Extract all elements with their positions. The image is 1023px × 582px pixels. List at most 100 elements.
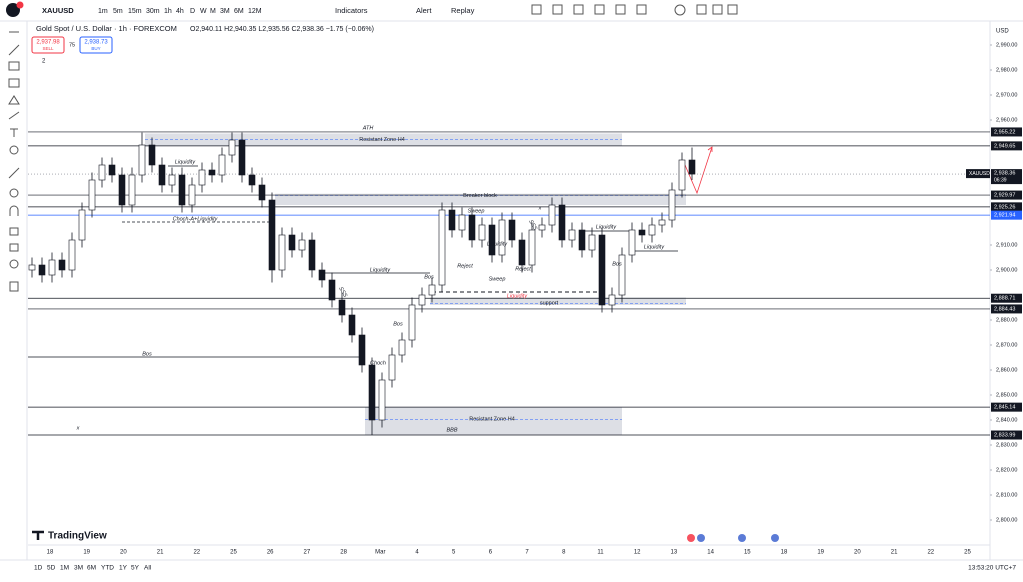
interval-button[interactable]: 1h [164, 8, 172, 15]
candle-body [188, 184, 196, 206]
indicators-button[interactable]: Indicators [335, 6, 368, 15]
candle-body [398, 339, 406, 356]
tool-icon[interactable] [8, 167, 20, 179]
zone [430, 297, 686, 305]
tool-icon[interactable] [636, 4, 647, 15]
candle-body [88, 179, 96, 211]
tool-icon[interactable] [8, 95, 20, 105]
last-price-tag [991, 169, 1022, 185]
x-tick-label: 19 [83, 550, 90, 556]
tool-icon[interactable] [9, 259, 19, 269]
tool-icon[interactable] [615, 4, 626, 15]
range-button[interactable]: 1M [60, 565, 69, 572]
range-button[interactable]: 3M [74, 565, 83, 572]
interval-button[interactable]: 4h [176, 8, 184, 15]
event-icon[interactable] [687, 534, 695, 542]
annotation: Liquidity [644, 244, 665, 250]
tool-icon[interactable] [9, 145, 19, 155]
candle-body [468, 214, 476, 241]
avatar[interactable] [6, 3, 20, 17]
tool-icon[interactable] [9, 243, 19, 252]
interval-button[interactable]: W [200, 8, 207, 15]
candle-body [458, 214, 466, 231]
y-tick-label: 2,980.00 [996, 67, 1017, 73]
annotation: Liquidity [596, 224, 617, 230]
tool-icon[interactable] [8, 61, 20, 71]
annotation: x [538, 205, 542, 211]
tool-icon[interactable] [594, 4, 605, 15]
tool-icon[interactable] [8, 78, 20, 88]
candle-body [138, 144, 146, 176]
range-button[interactable]: 5D [47, 565, 56, 572]
symbol-tag-label: XAUUSD [969, 171, 990, 177]
range-button[interactable]: 5Y [131, 565, 140, 572]
tool-icon[interactable] [9, 205, 19, 216]
arrow-head [707, 146, 713, 152]
interval-button[interactable]: D [190, 8, 195, 15]
annotation: SSS [337, 286, 348, 299]
candle-body [38, 264, 46, 276]
buy-button[interactable] [79, 36, 113, 54]
tool-icon[interactable] [10, 128, 18, 137]
tool-icon[interactable] [674, 4, 686, 16]
x-tick-label: 18 [47, 550, 54, 556]
symbol-tag [966, 169, 990, 179]
candle-body [598, 234, 606, 306]
annotation: x [76, 425, 80, 431]
range-button[interactable]: YTD [101, 565, 114, 572]
alert-button[interactable]: Alert [416, 6, 432, 15]
tool-icon[interactable] [9, 227, 19, 236]
sell-button[interactable] [31, 36, 65, 54]
x-tick-label: 27 [304, 550, 311, 556]
range-button[interactable]: 6M [87, 565, 96, 572]
tool-icon[interactable] [712, 4, 723, 15]
y-tick-label: 2,840.00 [996, 417, 1017, 423]
interval-button[interactable]: M [210, 8, 216, 15]
zone [365, 407, 622, 435]
interval-button[interactable]: 3M [220, 8, 230, 15]
event-icon[interactable] [771, 534, 779, 542]
tool-icon[interactable] [696, 4, 707, 15]
x-tick-label: 26 [267, 550, 274, 556]
interval-button[interactable]: 30m [146, 8, 160, 15]
y-tick-label: 2,900.00 [996, 267, 1017, 273]
interval-button[interactable]: 15m [128, 8, 142, 15]
candle-body [108, 164, 116, 176]
range-button[interactable]: 1D [34, 565, 43, 572]
candle-body [258, 184, 266, 201]
candle-body [508, 219, 516, 241]
tool-icon[interactable] [531, 4, 542, 15]
event-icon[interactable] [697, 534, 705, 542]
range-button[interactable]: All [144, 565, 152, 572]
candle-body [488, 224, 496, 256]
candle-body [538, 224, 546, 231]
replay-button[interactable]: Replay [451, 6, 475, 15]
tool-icon[interactable] [727, 4, 738, 15]
symbol-search[interactable]: XAUUSD [42, 6, 74, 15]
x-tick-label: 19 [817, 550, 824, 556]
level-tag [991, 141, 1022, 151]
candle-body [308, 239, 316, 271]
clock: 13:53:20 UTC+7 [968, 565, 1016, 572]
annotation: SSS [527, 219, 538, 232]
candle-body [578, 229, 586, 251]
candle-body [218, 154, 226, 176]
zone [145, 133, 622, 146]
interval-button[interactable]: 5m [113, 8, 123, 15]
interval-button[interactable]: 6M [234, 8, 244, 15]
interval-button[interactable]: 12M [248, 8, 262, 15]
candle-body [388, 354, 396, 381]
tool-icon[interactable] [8, 111, 20, 120]
candle-body [148, 144, 156, 166]
tool-icon[interactable] [9, 188, 19, 198]
range-button[interactable]: 1Y [119, 565, 128, 572]
indicator-count[interactable]: 2 [42, 59, 46, 65]
interval-button[interactable]: 1m [98, 8, 108, 15]
event-icon[interactable] [738, 534, 746, 542]
candle-body [158, 164, 166, 186]
candle-body [328, 279, 336, 301]
tool-icon[interactable] [8, 44, 20, 56]
tool-icon[interactable] [552, 4, 563, 15]
tool-icon[interactable] [9, 281, 19, 292]
tool-icon[interactable] [573, 4, 584, 15]
